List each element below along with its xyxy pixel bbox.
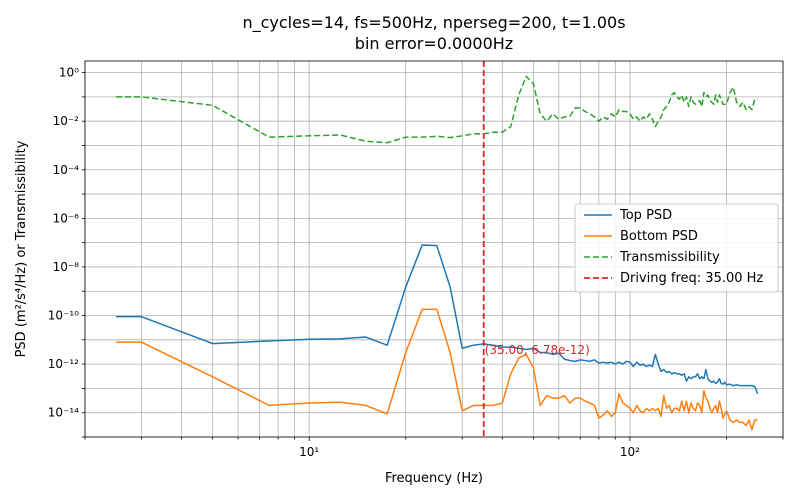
- legend-label-top-psd: Top PSD: [619, 208, 672, 223]
- x-tick-label: 10¹: [299, 445, 319, 459]
- y-tick-label: 10⁻¹²: [48, 357, 79, 371]
- y-tick-label: 10⁰: [59, 66, 79, 80]
- legend-box: [574, 203, 779, 293]
- y-axis-label: PSD (m²/s⁴/Hz) or Transmissibility: [14, 140, 29, 357]
- series-line-transmissibility: [116, 75, 758, 144]
- plot-frame: [84, 60, 784, 438]
- chart-title-line2: bin error=0.0000Hz: [355, 34, 513, 53]
- legend: Top PSD Bottom PSD Transmissibility Driv…: [574, 203, 779, 293]
- y-tick-label: 10⁻⁴: [53, 163, 80, 177]
- legend-label-bottom-psd: Bottom PSD: [620, 229, 698, 244]
- x-axis-label: Frequency (Hz): [385, 471, 483, 486]
- driving-point-annotation: (35.00, 6.78e-12): [485, 343, 590, 357]
- data-series: [116, 75, 759, 431]
- y-tick-label: 10⁻¹⁰: [48, 309, 79, 323]
- series-line-bottom-psd: [116, 308, 758, 431]
- legend-label-driving-freq: Driving freq: 35.00 Hz: [620, 271, 763, 286]
- axis-ticks: 10¹ 10² 10⁻¹⁴ 10⁻¹² 10⁻¹⁰ 10⁻⁸ 10⁻⁶ 10⁻⁴ 10⁻² 10⁰: [48, 66, 784, 459]
- y-tick-label: 10⁻²: [53, 114, 80, 128]
- y-tick-label: 10⁻¹⁴: [48, 406, 79, 420]
- x-tick-label: 10²: [620, 445, 640, 459]
- y-tick-label: 10⁻⁸: [53, 260, 80, 274]
- legend-label-transmissibility: Transmissibility: [619, 250, 720, 265]
- chart-title-line1: n_cycles=14, fs=500Hz, nperseg=200, t=1.…: [242, 13, 625, 33]
- series-line-top-psd: [116, 244, 759, 395]
- y-tick-label: 10⁻⁶: [53, 211, 80, 225]
